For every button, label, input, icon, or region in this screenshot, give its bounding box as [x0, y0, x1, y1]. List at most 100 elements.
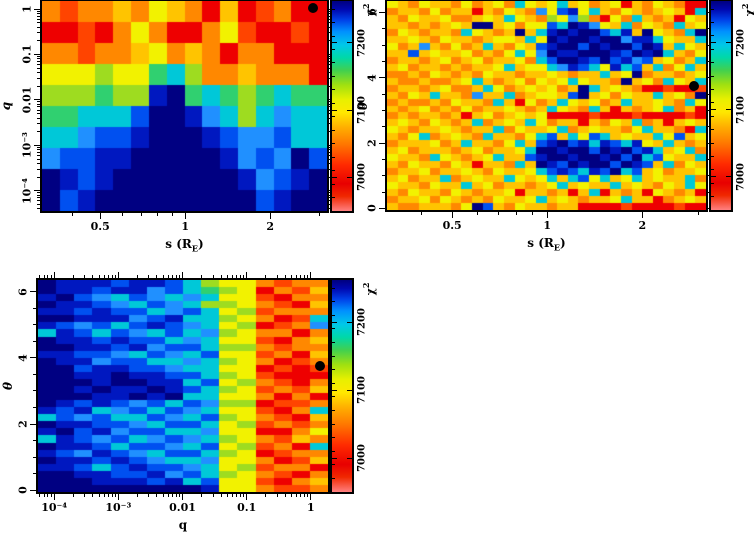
- x-minor-tick-top: [98, 275, 100, 278]
- x-minor-tick-top: [148, 275, 150, 278]
- x-minor-tick-top: [72, 275, 74, 278]
- colorbar-minor-tick: [332, 129, 335, 131]
- colorbar-tick-label: 7000: [735, 162, 747, 191]
- x-tick-label: 1: [181, 220, 189, 233]
- x-minor-tick-top: [47, 275, 49, 278]
- x-major-tick: [53, 494, 55, 500]
- colorbar-minor-tick: [332, 396, 335, 398]
- x-major-tick: [182, 494, 183, 500]
- x-minor-tick: [220, 494, 222, 497]
- colorbar-minor-tick: [332, 314, 335, 316]
- y-major-tick: [34, 144, 40, 146]
- y-minor-tick: [37, 204, 40, 205]
- y-minor-tick: [37, 56, 40, 58]
- colorbar-minor-tick: [332, 89, 335, 91]
- y-major-tick: [34, 190, 40, 192]
- colorbar-minor-tick: [332, 437, 335, 439]
- colorbar-minor-tick: [711, 129, 714, 131]
- y-minor-tick: [37, 194, 40, 196]
- x-minor-tick-top: [167, 275, 169, 278]
- x-minor-tick-top: [39, 275, 41, 278]
- y-minor-tick: [33, 456, 36, 458]
- colorbar-tick-label: 7000: [356, 444, 368, 472]
- panel-q-theta-heatmap: [38, 280, 328, 492]
- x-minor-tick-top: [226, 275, 228, 278]
- y-minor-tick: [37, 72, 40, 74]
- y-minor-tick: [37, 85, 40, 87]
- y-minor-tick: [37, 168, 40, 170]
- y-minor-tick: [37, 18, 40, 20]
- x-minor-tick-top: [111, 275, 113, 278]
- x-minor-tick: [140, 213, 142, 216]
- y-minor-tick: [37, 192, 40, 194]
- x-minor-tick: [697, 212, 699, 215]
- y-minor-tick: [37, 77, 40, 79]
- x-tick-label: 0.5: [90, 220, 110, 233]
- x-minor-tick: [39, 494, 41, 497]
- panel-s-q-heatmap: [42, 1, 327, 211]
- x-minor-tick: [276, 494, 278, 497]
- panel-q-theta-x-axis-title: q: [178, 518, 188, 532]
- x-minor-tick: [167, 494, 169, 497]
- x-minor-tick-top: [236, 275, 238, 278]
- x-minor-tick-top: [114, 275, 116, 278]
- colorbar-major-tick: [332, 176, 337, 178]
- colorbar-major-tick: [711, 176, 716, 177]
- y-minor-tick: [382, 93, 385, 95]
- colorbar-major-tick: [332, 321, 337, 323]
- colorbar-minor-tick: [332, 116, 335, 118]
- panel-q-theta-colorbar: [330, 278, 354, 494]
- y-major-tick: [379, 142, 385, 144]
- x-minor-tick: [148, 494, 150, 497]
- colorbar-major-tick-right: [347, 42, 352, 44]
- y-minor-tick: [33, 324, 36, 326]
- y-tick-label: 2: [365, 139, 379, 147]
- colorbar-minor-tick: [332, 382, 335, 384]
- y-minor-tick: [37, 197, 40, 199]
- y-tick-label: 4: [365, 73, 379, 82]
- colorbar-minor-tick: [332, 22, 335, 24]
- x-tick-label: 10⁻⁴: [41, 501, 68, 514]
- colorbar-minor-tick: [711, 142, 714, 144]
- x-minor-tick: [296, 494, 298, 497]
- y-minor-tick: [382, 126, 385, 128]
- panel-q-theta-y-axis-title: θ: [1, 381, 15, 391]
- x-minor-tick: [171, 213, 173, 216]
- panel-s-q-x-axis-title: s (RE): [165, 237, 204, 254]
- y-minor-tick: [37, 109, 40, 111]
- colorbar-minor-tick: [711, 62, 714, 64]
- x-minor-tick-top: [137, 275, 139, 278]
- x-minor-tick: [239, 494, 241, 497]
- y-minor-tick: [37, 117, 40, 119]
- x-minor-tick: [72, 213, 74, 216]
- y-minor-tick: [382, 60, 385, 62]
- x-minor-tick-top: [162, 275, 164, 278]
- colorbar-major-tick-right: [726, 42, 731, 44]
- x-minor-tick: [319, 213, 321, 216]
- colorbar-tick-label: 7200: [356, 308, 368, 337]
- x-minor-tick-top: [179, 275, 181, 278]
- x-major-tick-top: [246, 272, 248, 278]
- panel-s-theta-y-axis-title: θ: [356, 101, 370, 110]
- x-minor-tick: [476, 212, 478, 215]
- x-minor-tick: [497, 212, 499, 215]
- panel-s-q-y-axis-title: q: [0, 101, 13, 111]
- y-tick-label: 10⁻⁴: [20, 177, 34, 204]
- colorbar-minor-tick: [711, 8, 714, 10]
- colorbar-major-tick: [332, 42, 337, 44]
- x-minor-tick-top: [172, 275, 174, 278]
- y-major-tick: [30, 291, 36, 293]
- x-tick-label: 2: [266, 220, 274, 233]
- colorbar-major-tick: [332, 109, 337, 111]
- colorbar-tick-label: 7200: [356, 28, 368, 57]
- y-minor-tick: [37, 67, 40, 69]
- panel-s-theta-x-axis-title: s (RE): [527, 236, 566, 253]
- x-minor-tick-top: [307, 275, 309, 278]
- colorbar-minor-tick: [332, 183, 335, 185]
- y-minor-tick: [382, 28, 385, 30]
- y-minor-tick: [33, 340, 36, 342]
- x-minor-tick: [162, 494, 164, 497]
- y-minor-tick: [33, 390, 36, 392]
- x-minor-tick: [284, 494, 286, 497]
- x-minor-tick-top: [84, 275, 86, 278]
